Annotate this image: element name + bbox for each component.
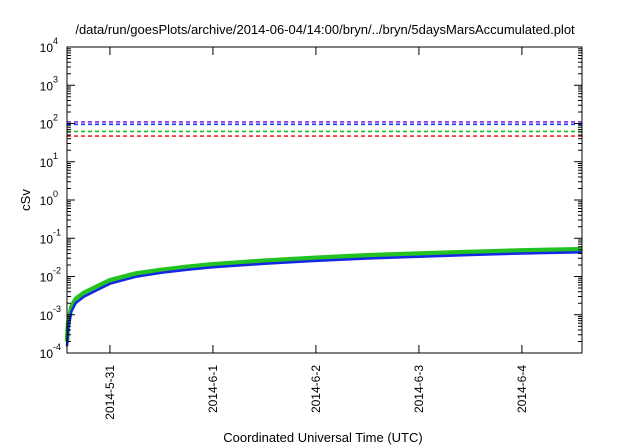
y-tick-label-exponent: 0: [53, 189, 58, 199]
chart-title: /data/run/goesPlots/archive/2014-06-04/1…: [75, 22, 575, 37]
y-tick-label-exponent: 1: [53, 151, 58, 161]
x-axis-label: Coordinated Universal Time (UTC): [223, 430, 422, 445]
y-tick-label-exponent: -2: [53, 266, 61, 276]
y-tick-label-base: 10: [40, 194, 54, 208]
y-tick-label-exponent: 4: [53, 36, 58, 46]
y-tick-label-exponent: 2: [53, 113, 58, 123]
y-tick-label: 10: [40, 271, 54, 285]
y-tick-label: 10: [40, 347, 54, 361]
x-tick-label: 2014-6-4: [515, 365, 529, 413]
y-tick-label: 10: [40, 79, 54, 93]
series-line-1: [64, 246, 583, 342]
y-tick-label-base: 10: [40, 156, 54, 170]
y-tick-label-base: 10: [40, 232, 54, 246]
y-tick-label-base: 10: [40, 347, 54, 361]
y-tick-label-exponent: -3: [53, 304, 61, 314]
y-tick-label: 10: [40, 309, 54, 323]
x-tick-label: 2014-6-2: [309, 365, 323, 413]
y-tick-label-base: 10: [40, 271, 54, 285]
plot-area: [64, 121, 583, 347]
y-tick-label: 10: [40, 194, 54, 208]
y-tick-label: 10: [40, 41, 54, 55]
y-tick-label: 10: [40, 232, 54, 246]
y-tick-label-exponent: -4: [53, 342, 61, 352]
y-tick-label-base: 10: [40, 309, 54, 323]
y-tick-label: 10: [40, 156, 54, 170]
y-tick-label-base: 10: [40, 41, 54, 55]
y-tick-label-exponent: -1: [53, 227, 61, 237]
y-tick-label-base: 10: [40, 118, 54, 132]
y-tick-label-base: 10: [40, 79, 54, 93]
x-tick-label: 2014-6-3: [412, 365, 426, 413]
y-axis-label: cSv: [18, 189, 33, 211]
x-tick-label: 2014-6-1: [206, 365, 220, 413]
x-tick-label: 2014-5-31: [103, 365, 117, 420]
y-tick-label: 10: [40, 118, 54, 132]
series-line-2: [65, 251, 583, 347]
y-tick-label-exponent: 3: [53, 74, 58, 84]
